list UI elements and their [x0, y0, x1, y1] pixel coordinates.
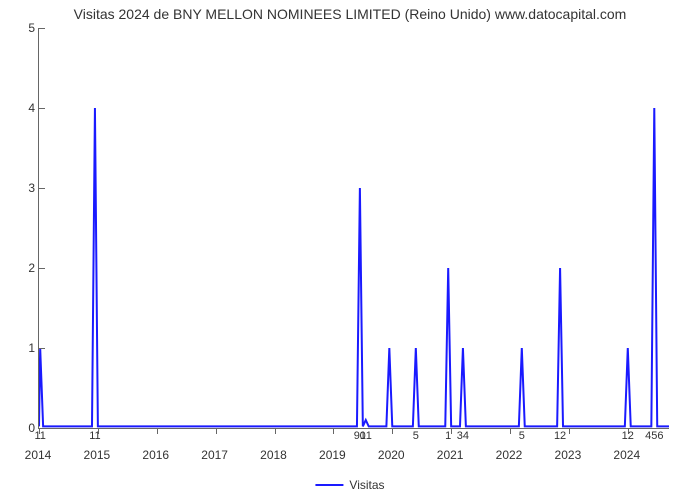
- x-year-label: 2019: [319, 448, 346, 462]
- x-year-label: 2024: [613, 448, 640, 462]
- x-year-label: 2020: [378, 448, 405, 462]
- x-year-label: 2023: [555, 448, 582, 462]
- spike-label: 34: [457, 430, 469, 442]
- spike-label: 01: [360, 430, 372, 442]
- x-axis-year-labels: 2014201520162017201820192020202120222023…: [38, 448, 668, 464]
- visits-line: [39, 108, 669, 426]
- y-tick: [39, 268, 45, 269]
- x-year-label: 2021: [437, 448, 464, 462]
- chart-plot-area: 012345 11119101513451212456: [38, 28, 669, 429]
- x-year-label: 2017: [201, 448, 228, 462]
- spike-label: 1: [445, 430, 451, 442]
- y-tick-label: 4: [19, 101, 35, 115]
- spike-label: 5: [519, 430, 525, 442]
- x-tick: [216, 428, 217, 434]
- spike-label: 12: [554, 430, 566, 442]
- y-tick: [39, 348, 45, 349]
- x-tick: [275, 428, 276, 434]
- spike-label: 12: [622, 430, 634, 442]
- spike-label: 11: [34, 430, 45, 442]
- y-tick-label: 5: [19, 21, 35, 35]
- x-tick: [333, 428, 334, 434]
- x-year-label: 2018: [260, 448, 287, 462]
- x-year-label: 2022: [496, 448, 523, 462]
- x-year-label: 2015: [84, 448, 111, 462]
- y-tick-label: 0: [19, 421, 35, 435]
- y-tick-label: 2: [19, 261, 35, 275]
- x-tick: [569, 428, 570, 434]
- legend-swatch: [315, 484, 343, 486]
- y-tick: [39, 108, 45, 109]
- spike-label: 5: [413, 430, 419, 442]
- chart-legend: Visitas: [315, 478, 384, 492]
- spike-label: 456: [645, 430, 663, 442]
- spike-label: 11: [89, 430, 100, 442]
- y-tick-label: 3: [19, 181, 35, 195]
- x-tick: [157, 428, 158, 434]
- y-tick: [39, 188, 45, 189]
- x-tick: [451, 428, 452, 434]
- line-chart-svg: [39, 28, 669, 428]
- y-tick-label: 1: [19, 341, 35, 355]
- y-tick: [39, 28, 45, 29]
- x-year-label: 2016: [142, 448, 169, 462]
- x-tick: [392, 428, 393, 434]
- legend-label: Visitas: [349, 478, 384, 492]
- chart-title: Visitas 2024 de BNY MELLON NOMINEES LIMI…: [0, 0, 700, 22]
- x-year-label: 2014: [25, 448, 52, 462]
- x-tick: [510, 428, 511, 434]
